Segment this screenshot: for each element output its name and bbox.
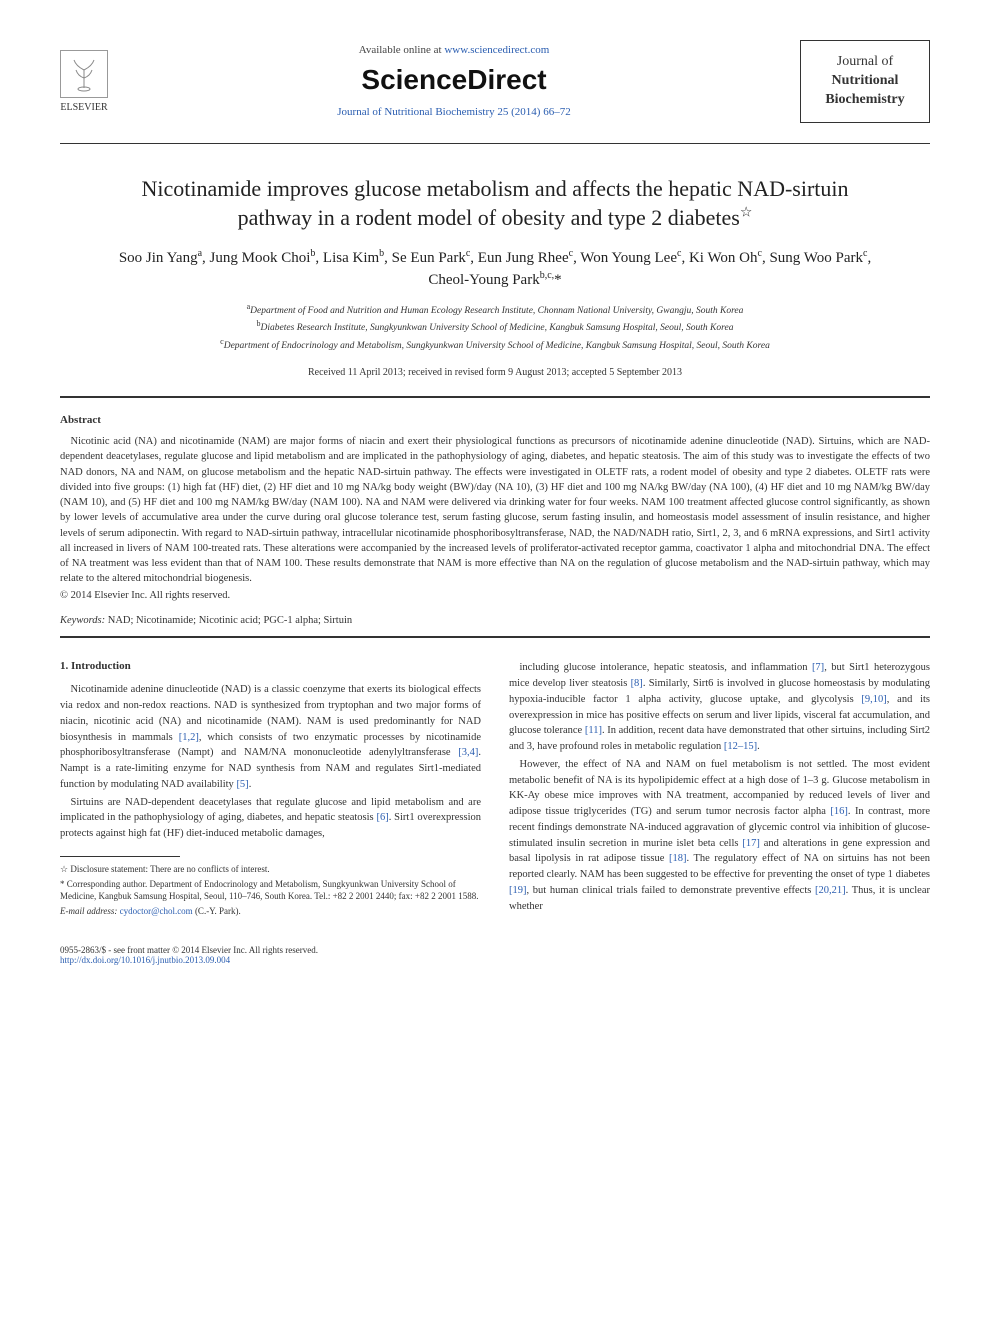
affiliation-c: cDepartment of Endocrinology and Metabol… bbox=[60, 336, 930, 353]
page-footer: 0955-2863/$ - see front matter © 2014 El… bbox=[60, 945, 930, 965]
body-columns: 1. Introduction Nicotinamide adenine din… bbox=[60, 660, 930, 919]
ref-link[interactable]: [11] bbox=[585, 725, 602, 736]
ref-link[interactable]: [9,10] bbox=[861, 694, 886, 705]
email-footnote: E-mail address: cydoctor@chol.com (C.-Y.… bbox=[60, 905, 481, 918]
ref-link[interactable]: [18] bbox=[669, 853, 687, 864]
abstract-top-divider bbox=[60, 396, 930, 398]
elsevier-logo: ELSEVIER bbox=[60, 50, 108, 113]
ref-link[interactable]: [17] bbox=[742, 838, 760, 849]
article-title: Nicotinamide improves glucose metabolism… bbox=[100, 174, 890, 233]
affiliation-a: aDepartment of Food and Nutrition and Hu… bbox=[60, 301, 930, 318]
ref-link[interactable]: [12–15] bbox=[724, 741, 757, 752]
author-list: Soo Jin Yanga, Jung Mook Choib, Lisa Kim… bbox=[100, 247, 890, 291]
sciencedirect-brand: ScienceDirect bbox=[108, 64, 800, 96]
ref-link[interactable]: [5] bbox=[236, 779, 248, 790]
ref-link[interactable]: [6] bbox=[376, 812, 388, 823]
ref-link[interactable]: [8] bbox=[631, 678, 643, 689]
section-1-heading: 1. Introduction bbox=[60, 660, 481, 672]
abstract-heading: Abstract bbox=[60, 414, 930, 426]
doi-link[interactable]: http://dx.doi.org/10.1016/j.jnutbio.2013… bbox=[60, 955, 230, 965]
keywords: Keywords: NAD; Nicotinamide; Nicotinic a… bbox=[60, 615, 930, 626]
elsevier-tree-icon bbox=[60, 50, 108, 98]
intro-para-3: including glucose intolerance, hepatic s… bbox=[509, 660, 930, 755]
header-center: Available online at www.sciencedirect.co… bbox=[108, 44, 800, 118]
ref-link[interactable]: [20,21] bbox=[815, 885, 846, 896]
publisher-header: ELSEVIER Available online at www.science… bbox=[60, 40, 930, 123]
abstract-text: Nicotinic acid (NA) and nicotinamide (NA… bbox=[60, 434, 930, 586]
elsevier-label: ELSEVIER bbox=[60, 102, 107, 113]
disclosure-footnote: ☆ Disclosure statement: There are no con… bbox=[60, 863, 481, 876]
journal-cover-box: Journal of Nutritional Biochemistry bbox=[800, 40, 930, 123]
keywords-list: NAD; Nicotinamide; Nicotinic acid; PGC-1… bbox=[108, 615, 352, 626]
corresponding-email-link[interactable]: cydoctor@chol.com bbox=[120, 906, 193, 916]
available-online-line: Available online at www.sciencedirect.co… bbox=[108, 44, 800, 56]
header-divider bbox=[60, 143, 930, 144]
title-footnote-star: ☆ bbox=[740, 206, 753, 221]
intro-para-4: However, the effect of NA and NAM on fue… bbox=[509, 757, 930, 915]
received-line: Received 11 April 2013; received in revi… bbox=[60, 367, 930, 378]
affiliations: aDepartment of Food and Nutrition and Hu… bbox=[60, 301, 930, 353]
corresponding-footnote: * Corresponding author. Department of En… bbox=[60, 878, 481, 903]
ref-link[interactable]: [1,2] bbox=[179, 732, 199, 743]
ref-link[interactable]: [3,4] bbox=[458, 747, 478, 758]
abstract-copyright: © 2014 Elsevier Inc. All rights reserved… bbox=[60, 590, 930, 601]
affiliation-b: bDiabetes Research Institute, Sungkyunkw… bbox=[60, 318, 930, 335]
keywords-label: Keywords: bbox=[60, 615, 105, 626]
abstract-bottom-divider bbox=[60, 636, 930, 638]
right-column: including glucose intolerance, hepatic s… bbox=[509, 660, 930, 919]
sciencedirect-url-link[interactable]: www.sciencedirect.com bbox=[444, 44, 549, 56]
left-column: 1. Introduction Nicotinamide adenine din… bbox=[60, 660, 481, 919]
ref-link[interactable]: [16] bbox=[830, 806, 848, 817]
footer-left: 0955-2863/$ - see front matter © 2014 El… bbox=[60, 945, 318, 965]
intro-para-1: Nicotinamide adenine dinucleotide (NAD) … bbox=[60, 682, 481, 792]
journal-citation[interactable]: Journal of Nutritional Biochemistry 25 (… bbox=[108, 106, 800, 118]
footnote-divider bbox=[60, 856, 180, 857]
intro-para-2: Sirtuins are NAD-dependent deacetylases … bbox=[60, 795, 481, 842]
ref-link[interactable]: [7] bbox=[812, 662, 824, 673]
ref-link[interactable]: [19] bbox=[509, 885, 527, 896]
